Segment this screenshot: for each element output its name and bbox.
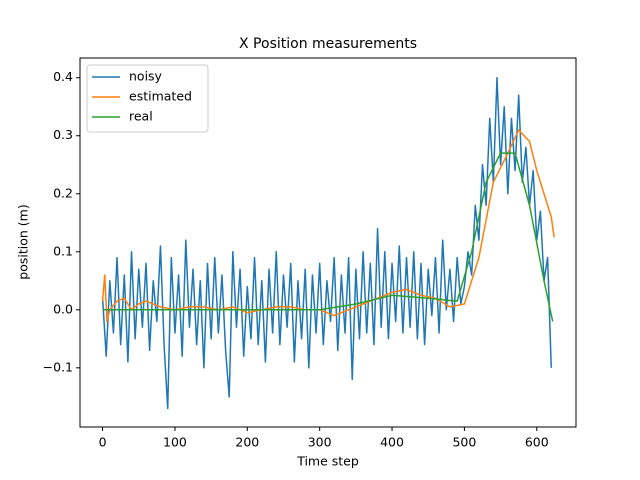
legend-label: real (129, 109, 153, 124)
y-tick-label: 0.2 (53, 185, 73, 200)
plot-area (101, 76, 555, 410)
legend-box (86, 64, 209, 133)
chart-title: X Position measurements (239, 36, 417, 52)
y-tick-label: 0.0 (53, 301, 73, 316)
x-tick-label: 400 (380, 435, 404, 450)
x-tick-label: 0 (99, 435, 107, 450)
y-tick-label: 0.1 (53, 243, 73, 258)
x-tick-label: 500 (452, 435, 476, 450)
x-tick-label: 600 (525, 435, 549, 450)
series-line (101, 76, 552, 410)
legend-label: estimated (129, 89, 192, 104)
axes-frame (79, 57, 577, 428)
x-axis-label: Time step (296, 454, 359, 469)
y-tick-label: −0.1 (43, 359, 73, 374)
y-tick-label: 0.3 (53, 127, 73, 142)
x-tick-label: 200 (235, 435, 259, 450)
y-tick-label: 0.4 (53, 69, 73, 84)
series-line (102, 152, 554, 322)
legend-label: noisy (129, 69, 163, 84)
x-tick-label: 100 (163, 435, 187, 450)
x-tick-label: 300 (308, 435, 332, 450)
y-axis-label: position (m) (16, 204, 31, 279)
